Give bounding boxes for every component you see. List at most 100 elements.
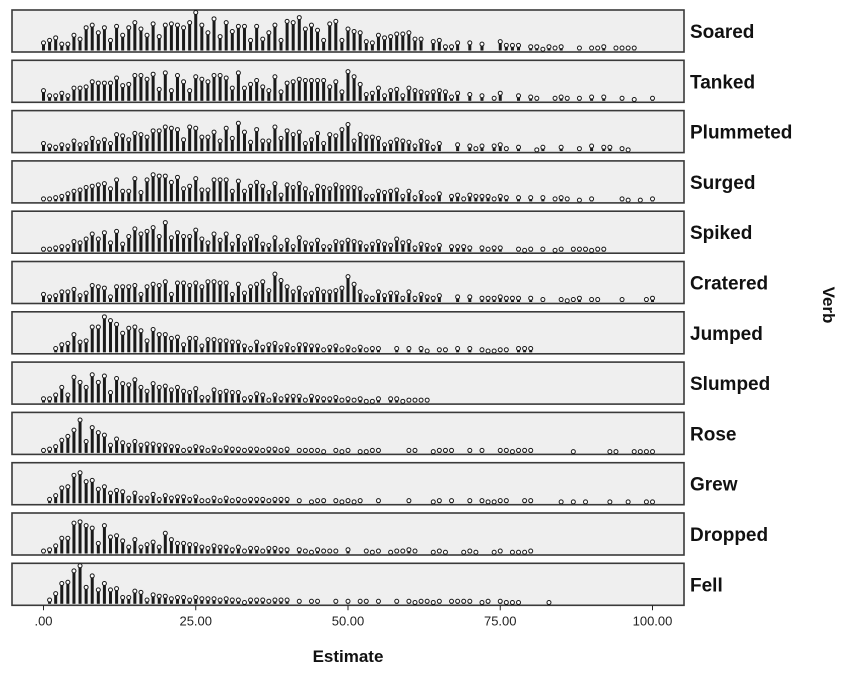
dot-stack <box>163 72 167 101</box>
dot-stack <box>60 440 64 453</box>
dot-stack-cap <box>388 396 394 402</box>
dot-stack-cap <box>114 321 120 327</box>
dot-stack-cap <box>132 588 138 594</box>
dot-stack <box>139 547 143 554</box>
dot-stack <box>419 39 423 51</box>
dot-stack-cap <box>503 347 509 353</box>
dot-stack <box>358 291 362 302</box>
dot-stack-cap <box>308 241 314 247</box>
dot-stack-cap <box>199 284 205 290</box>
dot-stack-cap <box>89 183 95 189</box>
dot-stack <box>212 447 216 453</box>
dot-stack <box>127 286 131 302</box>
dot-stack-cap <box>516 195 522 201</box>
dot-stack-cap <box>643 499 649 505</box>
dot-stack-cap <box>424 195 430 201</box>
dot-stack-cap <box>497 548 503 554</box>
dot-stack-cap <box>248 346 254 351</box>
dot-stack <box>456 246 460 252</box>
dot-stack-cap <box>339 89 345 95</box>
dot-stack <box>96 432 100 453</box>
dot-stack <box>230 138 234 152</box>
dot-stack-cap <box>552 247 558 253</box>
dot-stack <box>133 591 137 604</box>
dot-stack-cap <box>589 247 595 253</box>
dot-stack-cap <box>193 542 199 548</box>
dot-stack-cap <box>41 196 46 202</box>
dot-stack-cap <box>357 344 363 350</box>
dot-stack-cap <box>546 600 552 606</box>
dot-stack-cap <box>126 81 132 87</box>
dot-stack-cap <box>181 540 187 546</box>
dot-stack-cap <box>345 184 351 190</box>
dot-stack <box>468 296 472 302</box>
dot-stack-cap <box>187 597 193 603</box>
dot-stack <box>66 44 70 51</box>
dot-stack-cap <box>71 568 77 574</box>
dot-stack-cap <box>132 130 138 136</box>
dot-stack-cap <box>150 381 156 387</box>
dot-stack-cap <box>455 294 461 300</box>
dot-stack-cap <box>290 184 296 190</box>
dot-stack-cap <box>193 176 199 182</box>
dot-stack-cap <box>120 32 126 38</box>
dot-stack <box>121 333 125 353</box>
dot-stack-cap <box>181 234 187 239</box>
dot-stack-cap <box>235 70 241 76</box>
dot-stack <box>151 227 155 252</box>
dot-stack-cap <box>302 342 308 348</box>
dot-stack-cap <box>564 196 570 202</box>
dot-stack <box>273 127 277 152</box>
dot-stack <box>145 498 149 504</box>
dot-stack <box>437 295 441 302</box>
dot-stack <box>60 196 64 202</box>
dot-stack-cap <box>114 284 120 290</box>
dot-stack <box>242 132 246 152</box>
dot-stack-cap <box>321 78 327 84</box>
dot-stack-cap <box>53 346 59 351</box>
dot-stack-cap <box>406 598 412 604</box>
dot-stack <box>90 427 94 453</box>
dot-stack-cap <box>308 598 314 604</box>
dot-stack-cap <box>552 196 558 202</box>
dot-stack <box>121 191 125 202</box>
dot-stack <box>169 182 173 202</box>
dot-stack-cap <box>235 389 241 395</box>
dot-stack <box>309 345 313 353</box>
dot-stack-cap <box>132 490 138 496</box>
dot-stack-cap <box>77 339 83 345</box>
dot-stack-cap <box>369 241 375 247</box>
dot-stack <box>364 196 368 202</box>
dot-stack <box>480 196 484 202</box>
dot-stack-cap <box>516 549 522 555</box>
dot-stack <box>340 187 344 202</box>
dot-stack <box>334 290 338 302</box>
dot-stack-cap <box>181 186 187 192</box>
dot-stack-cap <box>278 135 284 141</box>
dot-stack-cap <box>296 129 302 135</box>
dot-stack-cap <box>272 74 278 80</box>
dot-stack <box>224 340 228 353</box>
dot-stack-cap <box>278 37 284 43</box>
dot-stack <box>90 374 94 403</box>
dot-stack <box>163 25 167 51</box>
dot-stack-cap <box>400 548 406 554</box>
dot-stack-cap <box>235 23 241 29</box>
dot-stack-cap <box>436 37 442 43</box>
dot-stack <box>108 445 112 453</box>
dot-stack-cap <box>497 245 503 251</box>
dot-stack-cap <box>345 447 351 453</box>
dot-stack-cap <box>436 88 442 94</box>
dot-stack <box>151 284 155 302</box>
dot-stack-cap <box>217 72 223 78</box>
dot-stack <box>102 232 106 252</box>
dot-stack <box>139 294 143 302</box>
dot-stack-cap <box>436 548 442 554</box>
dot-stack-cap <box>278 192 284 198</box>
dot-stack-cap <box>132 226 138 232</box>
dot-stack-cap <box>59 244 65 250</box>
dot-stack-cap <box>589 94 595 100</box>
dot-stack <box>370 93 374 101</box>
dot-stack-cap <box>126 594 132 600</box>
dot-stack-cap <box>552 45 558 51</box>
